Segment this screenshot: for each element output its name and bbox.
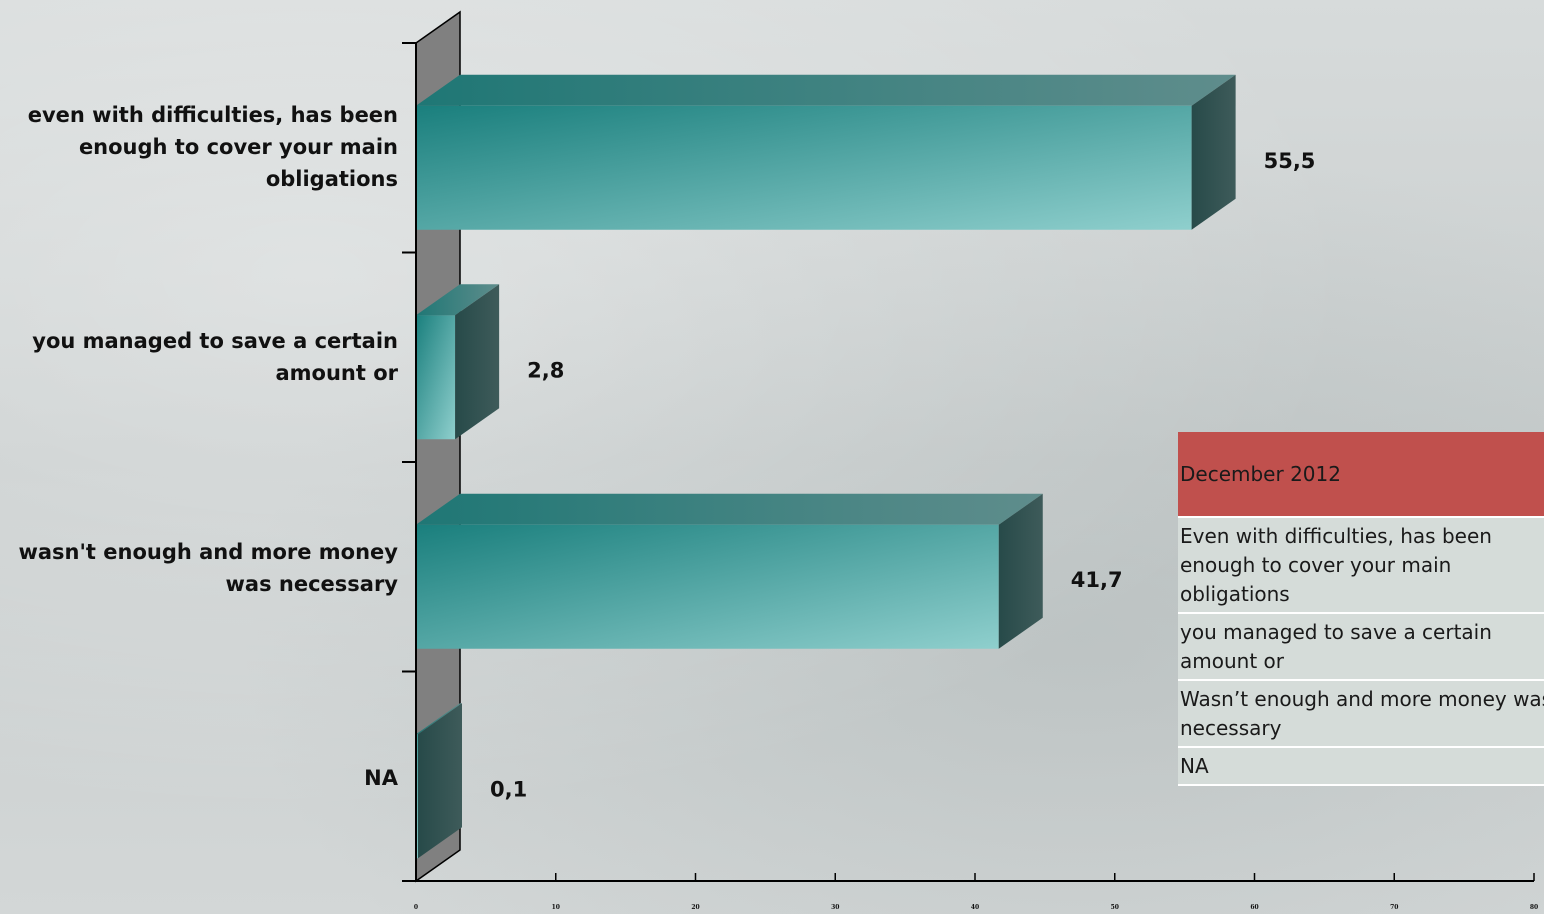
bar (416, 524, 999, 649)
bar (416, 105, 1192, 230)
category-label-3: wasn't enough and more money was necessa… (18, 540, 398, 596)
x-tick-label: 70 (1390, 904, 1398, 911)
x-tick-label: 50 (1111, 904, 1119, 911)
bar (416, 315, 456, 440)
legend-row: NA (1178, 748, 1544, 786)
data-label: 55,5 (1264, 149, 1316, 173)
x-tick-label: 80 (1530, 904, 1538, 911)
x-tick-label: 20 (691, 904, 699, 911)
bar-side (998, 493, 1043, 649)
bar-side (455, 284, 500, 440)
bar-top (416, 74, 1236, 106)
legend-row: you managed to save a certain amount or (1178, 614, 1544, 681)
bar-side (1191, 74, 1236, 230)
legend-row: Even with difficulties, has been enough … (1178, 518, 1544, 614)
bar-top (416, 284, 500, 316)
x-tick-label: 60 (1250, 904, 1258, 911)
data-label: 0,1 (490, 777, 527, 801)
x-tick-label: 40 (971, 904, 979, 911)
x-tick-label: 30 (831, 904, 839, 911)
bar-top (416, 493, 1043, 525)
category-label-1: even with difficulties, has been enough … (27, 103, 398, 191)
category-label-2: you managed to save a certain amount or (32, 329, 398, 385)
category-label-4: NA (364, 766, 398, 790)
data-label: 41,7 (1071, 568, 1123, 592)
bar-top (416, 703, 462, 735)
bar-side (418, 703, 462, 859)
legend-table: December 2012 Even with difficulties, ha… (1178, 432, 1544, 786)
legend-header: December 2012 (1178, 432, 1544, 518)
legend-row: Wasn’t enough and more money was necessa… (1178, 681, 1544, 748)
data-label: 2,8 (527, 358, 564, 382)
x-tick-label: 10 (552, 904, 560, 911)
x-tick-label: 0 (414, 904, 418, 911)
